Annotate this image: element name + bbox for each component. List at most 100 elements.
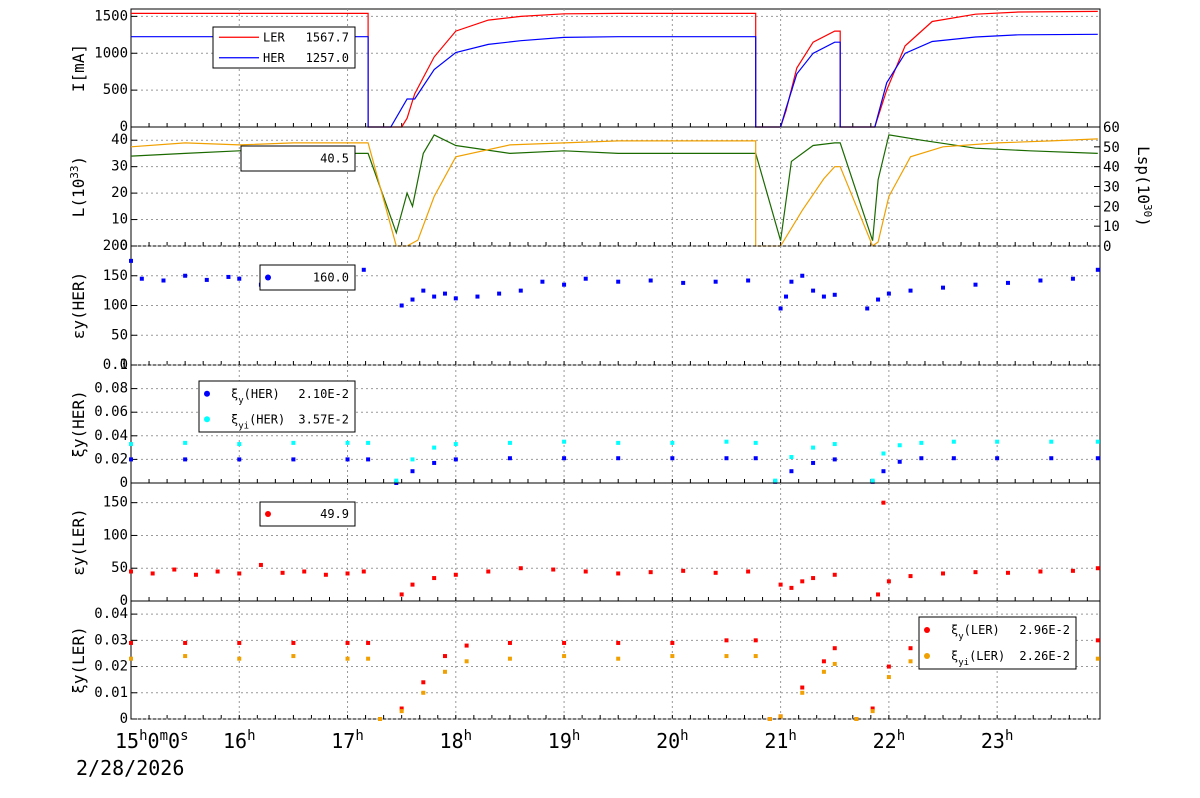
y-tick-label: 0.04 [94,428,128,444]
legend-value: 3.57E-2 [298,412,349,426]
y-tick-label: 0 [120,357,128,373]
legend-name: ξy(HER) [231,387,280,406]
legend-name: ξyi(LER) [951,649,1005,668]
data-point [897,443,902,448]
data-point [291,654,296,659]
y-axis-label: ξy(HER) [69,390,88,457]
legend-marker [204,416,210,423]
data-point [778,714,783,719]
data-point [464,659,469,664]
data-point [583,276,588,281]
panel-frame [130,482,1101,602]
x-tick-label: 18h [440,728,473,753]
data-point [518,566,523,571]
data-point [670,456,675,461]
y-tick-label: 200 [103,238,128,254]
data-point [562,456,567,461]
y-tick-label: 0 [120,238,128,254]
data-point [183,640,188,645]
x-tick-label: 19h [548,728,581,753]
data-point [886,675,891,680]
y-tick-label: 500 [103,82,128,98]
y-tick-label: 0 [120,593,128,609]
y-tick-label: 30 [111,159,128,175]
data-point [811,445,816,450]
y-tick-label: 50 [111,560,128,576]
date-label: 2/28/2026 [76,756,185,780]
y-tick-label: 0.06 [94,404,128,420]
data-point [291,440,296,445]
data-point [432,576,437,581]
data-point [800,273,805,278]
data-point [800,685,805,690]
y-tick-label: 20 [111,185,128,201]
data-point [421,288,426,293]
data-point [1070,568,1075,573]
data-point [129,569,133,574]
data-point [1070,276,1075,281]
legend-frame [212,26,356,69]
data-point [973,570,978,575]
data-point [410,457,415,462]
y-tick-label: 0 [120,711,128,727]
y2-tick-label: 0 [1103,239,1111,255]
data-point [821,659,826,664]
legend-value: 1257.0 [306,51,349,65]
data-point [919,440,924,445]
data-point [1095,656,1100,661]
y-axis-label: I[mA] [69,44,88,92]
legend-value: 160.0 [313,271,349,285]
data-point [973,282,978,287]
data-point [432,294,437,299]
data-point [648,278,653,283]
data-point [161,278,166,283]
data-point [753,456,758,461]
y-tick-label: 0.1 [103,357,128,373]
data-point [753,654,758,659]
data-point [399,706,404,711]
data-point [172,567,177,572]
data-point [876,592,881,597]
y2-axis-label: Lsp(1030) [1134,146,1155,227]
data-point [583,569,588,574]
data-point [832,457,837,462]
data-point [908,288,913,293]
data-point [442,654,447,659]
legend-value: 49.9 [320,507,349,521]
data-point [150,571,155,576]
data-point [789,585,794,590]
data-point [453,457,458,462]
legend-frame [240,145,356,172]
data-point [378,717,383,721]
data-point [1038,569,1043,574]
data-point [670,640,675,645]
x-tick-label: 20h [656,728,689,753]
y-axis-label: ξy(LER) [69,626,88,693]
y2-tick-label: 30 [1103,180,1120,196]
data-point [789,469,794,474]
data-point [1095,456,1100,461]
data-point [345,571,350,576]
legend-box: 160.0 [259,264,356,291]
y-tick-label: 1000 [94,45,128,61]
data-point [832,646,837,651]
data-point [345,640,350,645]
data-point [183,457,188,462]
data-point [724,654,729,659]
data-point [507,640,512,645]
data-point [908,646,913,651]
legend-box: 40.5 [240,145,356,172]
data-point [183,654,188,659]
data-point [821,294,826,299]
legend-frame [198,380,356,433]
data-point [518,288,523,293]
data-point [908,659,913,664]
data-point [129,442,133,447]
data-point [811,288,816,293]
data-point [432,460,437,465]
data-point [908,574,913,579]
data-point [778,582,783,587]
legend-name: ξyi(HER) [231,412,285,431]
data-point [870,709,875,714]
